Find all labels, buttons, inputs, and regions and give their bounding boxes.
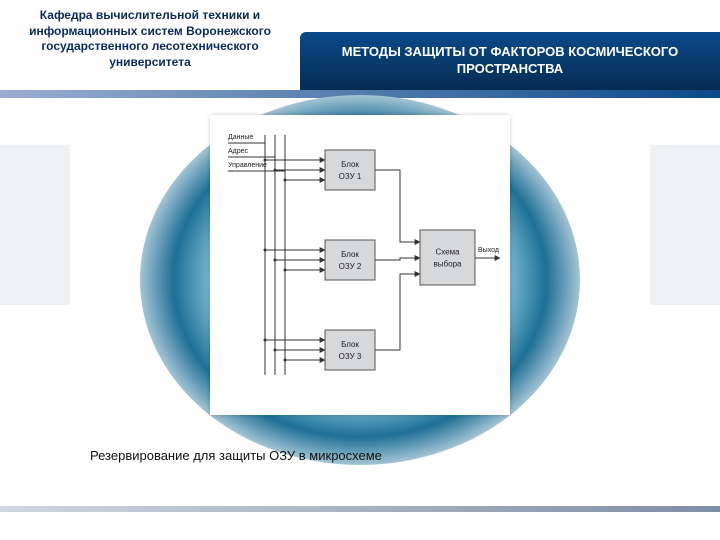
- diagram-caption: Резервирование для защиты ОЗУ в микросхе…: [90, 448, 382, 463]
- output-label: Выход: [478, 247, 499, 254]
- block-diagram: Данные Адрес Управление Блок ОЗУ 1 Блок ОЗУ 2 Б…: [210, 115, 510, 415]
- title-bar: МЕТОДЫ ЗАЩИТЫ ОТ ФАКТОРОВ КОСМИЧЕСКОГО П…: [300, 32, 720, 90]
- svg-text:ОЗУ 2: ОЗУ 2: [339, 262, 362, 271]
- node-ram3: [325, 330, 375, 370]
- footer-line: [0, 506, 720, 512]
- svg-text:Блок: Блок: [341, 340, 359, 349]
- diagram-svg: Данные Адрес Управление Блок ОЗУ 1 Блок ОЗУ 2 Б…: [210, 115, 510, 415]
- svg-text:Блок: Блок: [341, 250, 359, 259]
- svg-text:ОЗУ 3: ОЗУ 3: [339, 352, 362, 361]
- node-sel: [420, 230, 475, 285]
- svg-text:выбора: выбора: [434, 260, 462, 269]
- svg-text:ОЗУ 1: ОЗУ 1: [339, 172, 362, 181]
- slide-header: Кафедра вычислительной техники и информа…: [0, 0, 720, 100]
- input-label: Данные: [228, 134, 253, 141]
- node-ram1: [325, 150, 375, 190]
- svg-text:Блок: Блок: [341, 160, 359, 169]
- node-ram2: [325, 240, 375, 280]
- decor-strip-right: [650, 145, 720, 305]
- input-label: Управление: [228, 162, 267, 169]
- input-label: Адрес: [228, 148, 249, 155]
- svg-text:Схема: Схема: [435, 248, 460, 257]
- department-label: Кафедра вычислительной техники и информа…: [10, 8, 290, 70]
- decor-strip-left: [0, 145, 70, 305]
- slide-title: МЕТОДЫ ЗАЩИТЫ ОТ ФАКТОРОВ КОСМИЧЕСКОГО П…: [320, 44, 700, 78]
